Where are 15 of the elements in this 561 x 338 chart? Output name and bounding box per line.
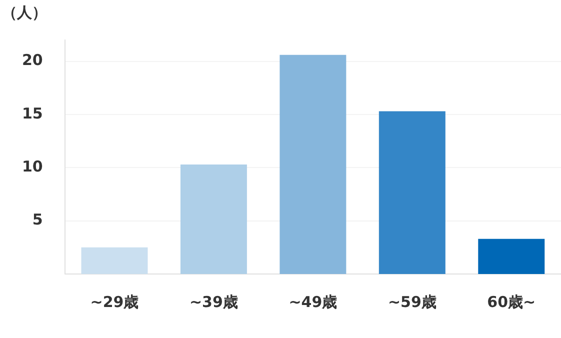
y-tick-label: 20 [22,51,43,70]
bar [180,164,247,274]
y-axis-title: （人） [2,3,47,22]
x-tick-label: ~59歳 [388,292,436,311]
bar [280,54,346,274]
y-tick-label: 10 [22,158,43,176]
bar [81,247,148,274]
bar [378,111,446,274]
bar [478,238,545,274]
x-tick-label: 60歳~ [487,292,536,311]
x-tick-label: ~29歳 [90,292,139,311]
x-tick-label: ~39歳 [189,292,238,311]
y-tick-label: 5 [32,210,43,229]
x-tick-label: ~49歳 [288,292,338,311]
y-tick-label: 15 [22,104,43,122]
